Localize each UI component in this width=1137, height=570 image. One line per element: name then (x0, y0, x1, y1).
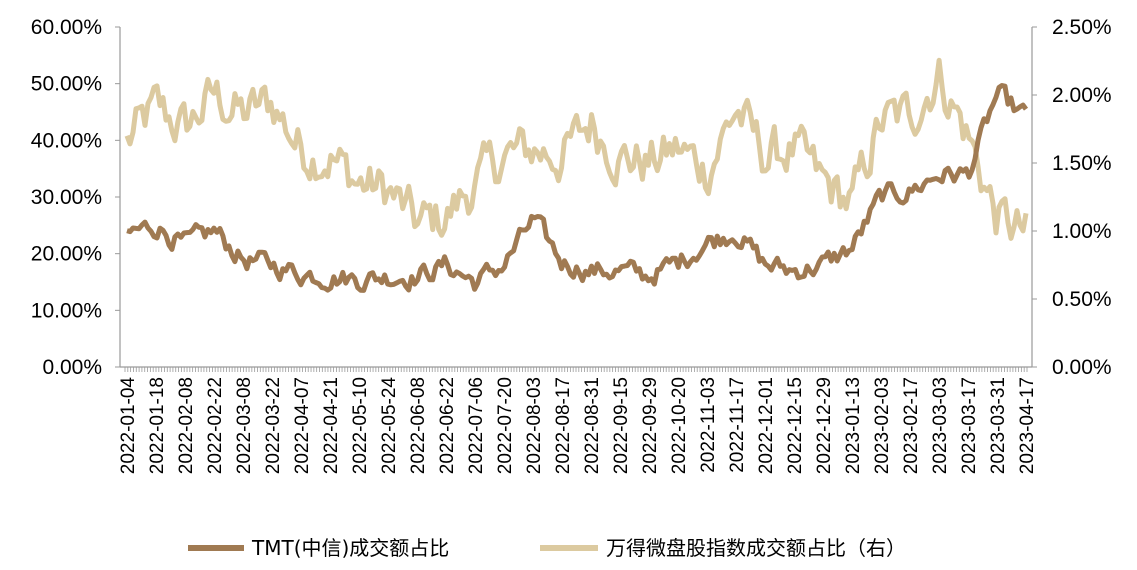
x-axis-ticks: 2022-01-04 2022-01-18 2022-02-08 2022-02-22… (118, 367, 1038, 474)
left-y-tick-label: 50.00% (31, 73, 102, 96)
legend-label-tmt: TMT(中信)成交额占比 (251, 536, 449, 560)
left-y-tick-label: 40.00% (31, 129, 102, 152)
x-tick-label: 2022-06-22 (437, 377, 458, 474)
chart-legend: TMT(中信)成交额占比 万得微盘股指数成交额占比（右） (188, 536, 906, 560)
x-tick-label: 2022-08-31 (582, 377, 603, 474)
x-tick-label: 2022-04-07 (292, 377, 313, 474)
legend-label-microcap: 万得微盘股指数成交额占比（右） (606, 536, 906, 560)
right-y-tick-label: 2.00% (1052, 84, 1112, 107)
left-y-tick-label: 0.00% (42, 356, 102, 379)
x-tick-label: 2022-05-10 (350, 377, 371, 474)
x-tick-label: 2022-01-18 (147, 377, 168, 474)
x-tick-label: 2022-09-15 (611, 377, 632, 474)
x-tick-label: 2022-05-24 (379, 377, 400, 475)
series-line-tmt-share (126, 83, 1029, 293)
x-tick-label: 2023-03-17 (959, 377, 980, 474)
x-tick-label: 2023-01-13 (843, 377, 864, 474)
right-y-tick-label: 0.00% (1052, 356, 1112, 379)
left-y-tick-label: 60.00% (31, 16, 102, 39)
x-tick-label: 2023-04-17 (1017, 377, 1038, 474)
x-tick-label: 2022-04-21 (321, 377, 342, 474)
left-y-tick-label: 10.00% (31, 299, 102, 322)
x-tick-label: 2022-06-08 (408, 377, 429, 474)
x-tick-label: 2023-03-31 (988, 377, 1009, 474)
left-y-axis-ticks: 0.00% 10.00% 20.00% 30.00% 40.00% 50.00% 60.00… (31, 16, 120, 379)
x-tick-label: 2022-09-29 (640, 377, 661, 474)
left-y-tick-label: 30.00% (31, 186, 102, 209)
right-y-tick-label: 2.50% (1052, 16, 1112, 39)
x-tick-label: 2023-02-17 (901, 377, 922, 474)
x-tick-label: 2022-12-15 (785, 377, 806, 474)
x-tick-label: 2022-08-17 (553, 377, 574, 474)
right-y-axis-ticks: 0.00% 0.50% 1.00% 1.50% 2.00% 2.50% (1032, 16, 1112, 379)
right-y-tick-label: 0.50% (1052, 288, 1112, 311)
x-tick-label: 2023-02-03 (872, 377, 893, 474)
left-y-tick-label: 20.00% (31, 243, 102, 266)
right-y-tick-label: 1.00% (1052, 220, 1112, 243)
x-tick-label: 2022-02-08 (176, 377, 197, 474)
x-tick-label: 2022-03-08 (234, 377, 255, 474)
x-tick-label: 2022-12-29 (814, 377, 835, 474)
right-y-tick-label: 1.50% (1052, 152, 1112, 175)
x-tick-label: 2022-03-22 (263, 377, 284, 474)
x-tick-label: 2022-07-20 (495, 377, 516, 474)
x-tick-label: 2022-11-17 (727, 377, 748, 473)
x-tick-label: 2022-12-01 (756, 377, 777, 474)
x-tick-label: 2022-10-20 (669, 377, 690, 474)
x-tick-label: 2022-11-03 (698, 377, 719, 473)
series-lines (124, 57, 1029, 293)
x-tick-label: 2022-07-06 (466, 377, 487, 474)
x-tick-label: 2022-01-04 (118, 377, 139, 475)
series-line-microcap-share (124, 57, 1029, 241)
x-tick-label: 2023-03-03 (930, 377, 951, 474)
x-tick-label: 2022-02-22 (205, 377, 226, 474)
x-tick-label: 2022-08-03 (524, 377, 545, 474)
